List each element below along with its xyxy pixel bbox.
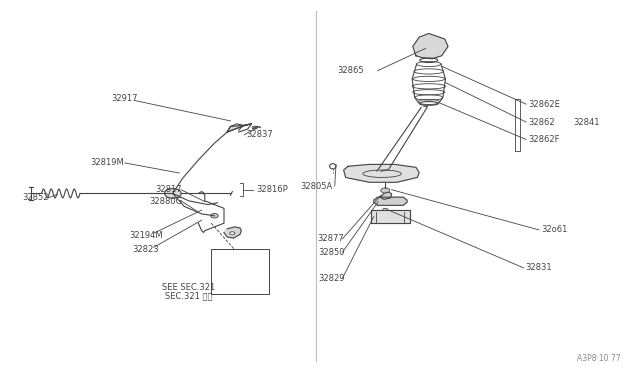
Polygon shape: [344, 164, 419, 182]
Polygon shape: [380, 192, 392, 199]
Polygon shape: [227, 124, 252, 132]
Text: 32805A: 32805A: [301, 182, 333, 190]
Text: 32850: 32850: [318, 248, 344, 257]
Circle shape: [381, 188, 390, 193]
Polygon shape: [374, 197, 407, 205]
Polygon shape: [224, 227, 241, 238]
Polygon shape: [413, 33, 448, 59]
Text: 32829: 32829: [318, 274, 344, 283]
Text: 32837: 32837: [246, 130, 273, 139]
Text: 32823: 32823: [132, 245, 159, 254]
Circle shape: [230, 232, 235, 235]
Text: SEC.321 参照: SEC.321 参照: [165, 291, 212, 300]
Text: 32194M: 32194M: [129, 231, 163, 240]
Text: 32852: 32852: [22, 193, 49, 202]
Text: 32831: 32831: [525, 263, 552, 272]
Ellipse shape: [383, 208, 388, 211]
Text: 32862: 32862: [528, 118, 555, 126]
Circle shape: [252, 126, 257, 129]
Circle shape: [211, 214, 218, 218]
Text: 32865: 32865: [337, 66, 364, 75]
Bar: [211, 249, 269, 294]
Text: 32841: 32841: [573, 118, 599, 126]
Text: 32862E: 32862E: [528, 100, 560, 109]
Text: 32917: 32917: [111, 94, 138, 103]
Text: 32880G: 32880G: [149, 197, 182, 206]
Text: 32862F: 32862F: [528, 135, 559, 144]
Text: 32o61: 32o61: [541, 225, 567, 234]
Text: 32877: 32877: [317, 234, 344, 243]
Polygon shape: [371, 210, 410, 223]
Text: 32819M: 32819M: [91, 158, 124, 167]
Text: A3P8·10 77: A3P8·10 77: [577, 354, 621, 363]
Text: SEE SEC.321: SEE SEC.321: [162, 283, 216, 292]
Circle shape: [164, 189, 181, 198]
Text: 32817: 32817: [156, 185, 182, 194]
Text: 32816P: 32816P: [256, 185, 288, 194]
